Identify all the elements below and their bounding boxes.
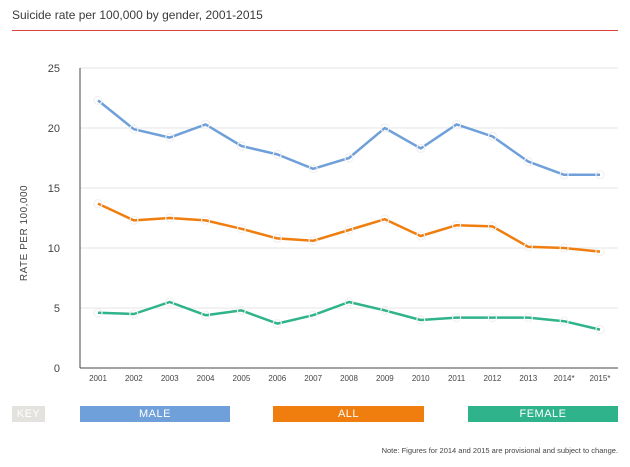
data-point-male bbox=[272, 149, 282, 159]
data-point-all bbox=[165, 213, 175, 223]
x-tick-label: 2009 bbox=[376, 374, 394, 383]
data-point-male bbox=[308, 164, 318, 174]
x-tick-label: 2010 bbox=[412, 374, 430, 383]
data-point-female bbox=[236, 305, 247, 315]
x-tick-label: 2014* bbox=[554, 374, 575, 383]
data-point-all bbox=[487, 221, 498, 231]
data-point-female bbox=[93, 308, 103, 318]
x-tick-label: 2001 bbox=[89, 374, 107, 383]
data-point-female bbox=[559, 316, 569, 326]
data-point-female bbox=[272, 319, 282, 329]
data-point-female bbox=[451, 313, 462, 323]
series-line-male bbox=[97, 99, 600, 177]
data-point-male bbox=[451, 119, 462, 130]
data-point-female bbox=[200, 310, 211, 320]
data-point-male bbox=[129, 124, 139, 134]
y-tick-label: 5 bbox=[54, 303, 60, 315]
line-chart: 0 5 10 15 20 25 2001 2002 2003 2004 2005 2006 2007 20… bbox=[19, 63, 618, 383]
data-point-male bbox=[200, 119, 211, 130]
y-tick-label: 20 bbox=[48, 123, 60, 135]
y-tick-label: 15 bbox=[48, 183, 60, 195]
data-point-male bbox=[344, 153, 354, 163]
data-point-female bbox=[129, 309, 139, 319]
data-point-male bbox=[416, 143, 426, 153]
data-point-all bbox=[416, 231, 426, 241]
data-point-male bbox=[165, 133, 175, 143]
data-point-all bbox=[93, 199, 103, 209]
legend-male: MALE bbox=[80, 406, 230, 422]
x-tick-label: 2004 bbox=[197, 374, 215, 383]
y-axis-label: RATE PER 100,000 bbox=[19, 185, 30, 281]
data-point-male bbox=[93, 95, 103, 106]
data-point-female bbox=[344, 297, 354, 307]
data-point-all bbox=[200, 215, 211, 225]
data-point-female bbox=[523, 313, 533, 323]
data-point-all bbox=[523, 242, 533, 252]
data-point-male bbox=[559, 170, 569, 180]
data-point-all bbox=[559, 243, 569, 253]
chart-title: Suicide rate per 100,000 by gender, 2001… bbox=[12, 8, 263, 22]
data-point-female bbox=[380, 305, 390, 315]
x-tick-label: 2013 bbox=[519, 374, 537, 383]
data-point-female bbox=[165, 297, 175, 307]
data-point-all bbox=[344, 225, 354, 235]
legend-all: ALL bbox=[273, 406, 424, 422]
y-tick-label: 0 bbox=[54, 363, 60, 375]
data-point-male bbox=[523, 157, 533, 167]
data-point-all bbox=[129, 215, 139, 225]
data-point-all bbox=[380, 214, 390, 224]
x-tick-label: 2015* bbox=[590, 374, 611, 383]
data-point-male bbox=[487, 131, 498, 141]
footnote: Note: Figures for 2014 and 2015 are prov… bbox=[381, 446, 618, 455]
data-point-all bbox=[595, 247, 605, 257]
x-tick-label: 2005 bbox=[233, 374, 251, 383]
x-tick-label: 2007 bbox=[304, 374, 322, 383]
data-point-female bbox=[308, 310, 318, 320]
x-tick-label: 2008 bbox=[340, 374, 358, 383]
data-point-male bbox=[595, 170, 605, 180]
data-point-female bbox=[595, 325, 605, 335]
x-tick-label: 2011 bbox=[448, 374, 466, 383]
key-label: KEY bbox=[12, 406, 45, 422]
data-point-all bbox=[236, 224, 247, 234]
x-tick-label: 2003 bbox=[161, 374, 179, 383]
data-point-male bbox=[236, 141, 247, 151]
x-tick-label: 2012 bbox=[484, 374, 502, 383]
series-line-all bbox=[97, 202, 601, 253]
legend-female: FEMALE bbox=[468, 406, 618, 422]
y-tick-label: 25 bbox=[48, 63, 60, 75]
x-tick-label: 2002 bbox=[125, 374, 143, 383]
y-tick-label: 10 bbox=[48, 243, 60, 255]
series-line-female bbox=[97, 300, 601, 331]
data-point-female bbox=[416, 315, 426, 325]
data-point-all bbox=[272, 233, 282, 243]
title-divider bbox=[12, 30, 618, 31]
data-point-male bbox=[380, 123, 390, 133]
data-point-all bbox=[451, 220, 462, 230]
data-point-female bbox=[487, 313, 498, 323]
x-tick-label: 2006 bbox=[268, 374, 286, 383]
data-point-all bbox=[308, 236, 318, 246]
